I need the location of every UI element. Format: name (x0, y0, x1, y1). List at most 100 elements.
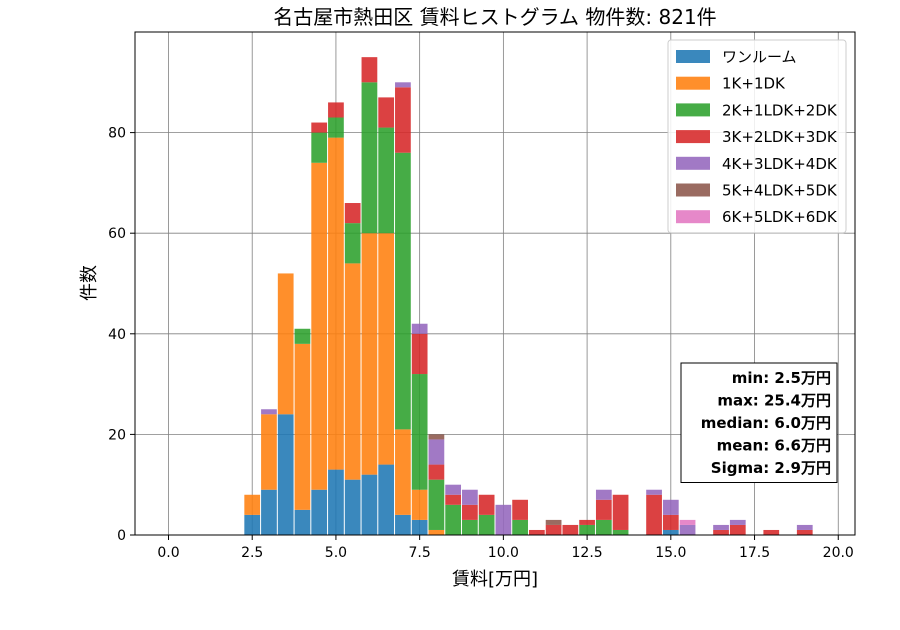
bars-group (244, 57, 813, 535)
x-tick-label: 15.0 (655, 545, 686, 561)
bar-segment-3 (796, 529, 813, 535)
x-tick-label: 2.5 (241, 545, 263, 561)
plot-frame (134, 31, 856, 536)
legend-swatch (676, 156, 710, 170)
bar-segment-0 (261, 489, 277, 535)
legend-label: 1K+1DK (722, 75, 786, 93)
bar-segment-2 (395, 152, 411, 430)
legend-label: 4K+3LDK+4DK (722, 155, 838, 173)
bar-segment-3 (378, 97, 395, 128)
stats-line: min: 2.5万円 (732, 369, 831, 387)
bar-segment-3 (411, 333, 428, 375)
bar-segment-2 (478, 514, 495, 535)
bar-segment-0 (311, 489, 328, 535)
bar-segment-3 (662, 514, 679, 530)
bar-segment-4 (411, 323, 428, 334)
bar-segment-2 (428, 479, 445, 530)
bar-segment-3 (595, 499, 612, 520)
bar-segment-3 (612, 494, 629, 530)
bar-segment-2 (361, 82, 378, 234)
bar-segment-4 (462, 489, 478, 505)
bar-segment-2 (462, 519, 478, 535)
bar-segment-2 (512, 519, 528, 535)
bar-segment-2 (445, 504, 462, 535)
x-tick-label: 0.0 (157, 545, 179, 561)
legend-label: 5K+4LDK+5DK (722, 182, 838, 200)
bar-segment-0 (361, 474, 378, 535)
bar-segment-3 (562, 524, 579, 535)
stats-line: Sigma: 2.9万円 (711, 459, 831, 477)
y-tick-label: 80 (108, 126, 126, 142)
x-tick-label: 10.0 (488, 545, 519, 561)
legend-label: 3K+2LDK+3DK (722, 128, 838, 146)
bar-segment-1 (261, 414, 277, 490)
bar-segment-1 (311, 162, 328, 490)
bar-segment-3 (462, 504, 478, 520)
bar-segment-3 (545, 524, 562, 535)
bar-segment-4 (595, 489, 612, 500)
bar-segment-1 (294, 343, 311, 510)
bar-segment-4 (261, 409, 277, 415)
bar-segment-3 (328, 102, 344, 118)
bar-segment-4 (445, 484, 462, 495)
bar-segment-2 (344, 223, 361, 264)
bar-segment-1 (428, 529, 445, 535)
legend-label: ワンルーム (722, 48, 797, 66)
legend-swatch (676, 50, 710, 63)
bar-segment-3 (528, 529, 545, 535)
bar-segment-0 (395, 514, 411, 535)
bar-segment-0 (244, 514, 261, 535)
bar-segment-2 (378, 127, 395, 234)
bar-segment-3 (478, 494, 495, 515)
bar-segment-4 (395, 82, 411, 88)
y-axis-label: 件数 (79, 265, 100, 301)
bar-segment-3 (646, 494, 662, 535)
stats-line: mean: 6.6万円 (717, 437, 831, 455)
bar-segment-1 (395, 429, 411, 515)
legend-swatch (676, 210, 710, 224)
legend-swatch (676, 76, 710, 90)
x-tick-label: 7.5 (409, 545, 431, 561)
stats-box-frame (680, 362, 838, 483)
bar-segment-3 (445, 494, 462, 505)
stats-line: max: 25.4万円 (717, 392, 831, 410)
bar-segment-4 (713, 524, 729, 530)
bar-segment-3 (512, 499, 528, 520)
bar-segment-3 (713, 529, 729, 535)
bar-segment-0 (344, 479, 361, 535)
bar-segment-3 (579, 519, 595, 525)
bar-segment-4 (729, 519, 746, 525)
bar-segment-2 (612, 529, 629, 535)
y-axis-ticks: 0 20 40 60 80 (108, 126, 135, 544)
bar-segment-1 (244, 494, 261, 515)
bar-segment-2 (411, 374, 428, 490)
bar-segment-2 (294, 328, 311, 344)
bar-segment-4 (428, 439, 445, 465)
bar-segment-0 (294, 509, 311, 535)
bar-segment-1 (277, 273, 294, 415)
bar-segment-5 (545, 519, 562, 525)
y-tick-label: 0 (117, 528, 126, 544)
bar-segment-3 (311, 122, 328, 133)
y-tick-label: 20 (108, 427, 126, 443)
stats-box: min: 2.5万円 max: 25.4万円 median: 6.0万円 mean: … (680, 362, 838, 483)
bar-segment-4 (662, 499, 679, 515)
legend: ワンルーム 1K+1DK 2K+1LDK+2DK 3K+2LDK+3DK 4K+3LDK… (667, 39, 847, 234)
bar-segment-1 (344, 263, 361, 480)
legend-box (667, 39, 847, 234)
bar-segment-1 (378, 233, 395, 465)
bar-segment-3 (428, 464, 445, 480)
bar-segment-3 (344, 203, 361, 224)
x-axis-label: 賃料[万円] (452, 569, 538, 590)
bar-segment-2 (328, 117, 344, 138)
bar-segment-0 (378, 464, 395, 535)
bar-segment-1 (411, 489, 428, 520)
legend-label: 6K+5LDK+6DK (722, 208, 838, 226)
bar-segment-3 (763, 529, 780, 535)
legend-swatch (676, 130, 710, 144)
x-axis-ticks: 0.0 2.5 5.0 7.5 10.0 12.5 15.0 17.5 20.0 (157, 535, 854, 561)
bar-segment-4 (679, 524, 696, 535)
bar-segment-0 (277, 414, 294, 535)
bar-segment-2 (579, 524, 595, 535)
